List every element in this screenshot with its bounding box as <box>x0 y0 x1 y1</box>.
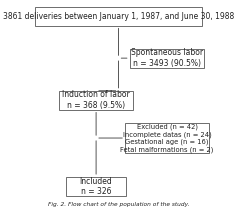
FancyBboxPatch shape <box>66 177 126 196</box>
FancyBboxPatch shape <box>130 49 204 68</box>
Text: Fig. 2. Flow chart of the population of the study.: Fig. 2. Flow chart of the population of … <box>48 202 189 207</box>
FancyBboxPatch shape <box>35 7 202 26</box>
Text: Excluded (n = 42)
Incomplete datas (n = 24)
Gestational age (n = 16)
Fetal malfo: Excluded (n = 42) Incomplete datas (n = … <box>120 124 214 153</box>
Text: Induction of labor
n = 368 (9.5%): Induction of labor n = 368 (9.5%) <box>62 91 130 110</box>
FancyBboxPatch shape <box>59 91 133 110</box>
Text: Included
n = 326: Included n = 326 <box>80 177 113 196</box>
Text: Spontaneous labor
n = 3493 (90.5%): Spontaneous labor n = 3493 (90.5%) <box>131 48 203 68</box>
Text: 3861 deliveries between January 1, 1987, and June 30, 1988: 3861 deliveries between January 1, 1987,… <box>3 12 234 21</box>
FancyBboxPatch shape <box>125 123 209 153</box>
